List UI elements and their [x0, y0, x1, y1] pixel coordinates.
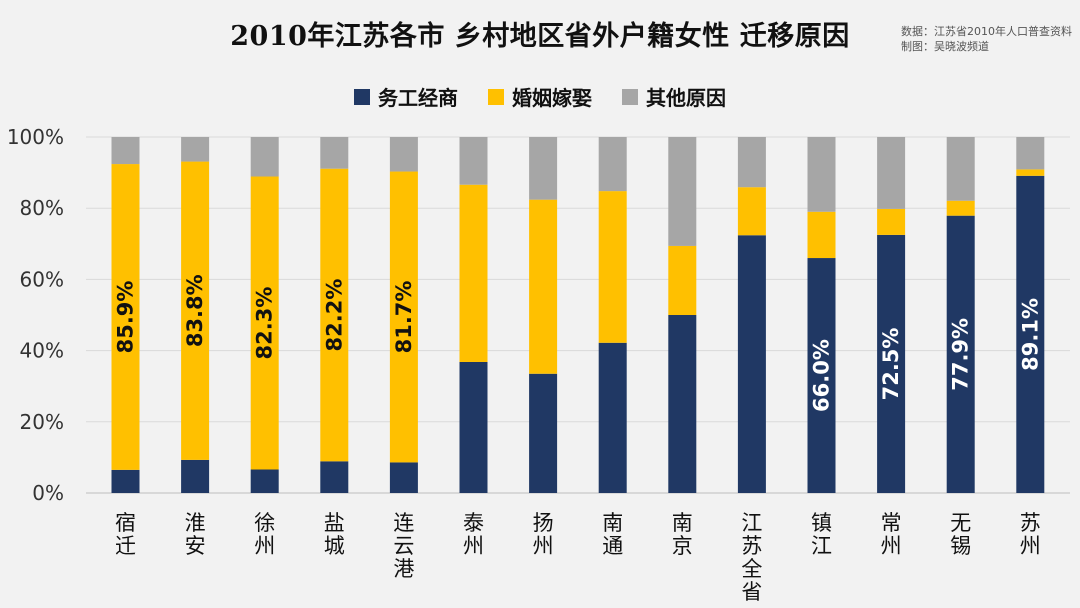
legend-swatch-marriage: [488, 88, 504, 105]
bar-segment: [946, 215, 975, 493]
bar-segment: [946, 200, 975, 216]
x-tick-label: 泰州: [463, 511, 484, 558]
bar-segment: [459, 184, 488, 362]
x-tick-label: 江苏全省: [741, 511, 762, 604]
x-tick-label: 镇江: [811, 511, 832, 558]
bar-segment: [111, 469, 140, 493]
bar-segment: [877, 234, 906, 493]
bar-segment: [668, 137, 697, 246]
bar-segment: [737, 137, 766, 188]
y-tick-label: 40%: [20, 339, 64, 363]
data-label: 83.8%: [183, 274, 207, 347]
bar-segment: [529, 137, 558, 200]
bar-segment: [877, 137, 906, 209]
bar-segment: [320, 461, 349, 493]
x-tick-label: 无锡: [950, 511, 971, 558]
data-label: 82.3%: [253, 287, 277, 360]
bar-segment: [877, 208, 906, 235]
x-tick-label: 南京: [672, 511, 693, 558]
bar-segment: [389, 171, 418, 463]
x-tick-label: 徐州: [254, 511, 275, 558]
bar-segment: [668, 315, 697, 493]
legend-label-other: 其他原因: [646, 86, 726, 110]
bar-segment: [598, 137, 627, 192]
bar-segment: [946, 137, 975, 201]
x-tick-label: 南通: [602, 511, 623, 558]
bar-segment: [529, 199, 558, 374]
bar-segment: [389, 137, 418, 172]
data-label: 66.0%: [810, 339, 834, 412]
bar-segment: [111, 164, 140, 470]
data-label: 77.9%: [949, 318, 973, 391]
bar-segment: [250, 176, 279, 470]
x-tick-label: 宿迁: [115, 511, 136, 558]
y-tick-label: 100%: [7, 125, 64, 149]
data-label: 85.9%: [114, 281, 138, 354]
legend-label-work: 务工经商: [378, 86, 458, 110]
bar-segment: [1016, 137, 1045, 170]
bar-segment: [598, 191, 627, 343]
bar-segment: [320, 168, 349, 462]
y-tick-label: 60%: [20, 267, 64, 291]
data-label: 82.2%: [322, 279, 346, 352]
bar-segment: [111, 137, 140, 165]
data-label: 72.5%: [879, 328, 903, 401]
legend: 务工经商 婚姻嫁娶 其他原因: [0, 82, 1080, 111]
legend-item-marriage: 婚姻嫁娶: [488, 82, 592, 111]
x-tick-label: 盐城: [324, 511, 345, 558]
x-tick-label: 苏州: [1020, 511, 1041, 558]
legend-swatch-work: [354, 88, 370, 105]
bar-segment: [181, 161, 210, 460]
y-tick-label: 80%: [20, 196, 64, 220]
bar-segment: [250, 137, 279, 177]
y-tick-label: 0%: [32, 481, 64, 505]
bar-segment: [668, 245, 697, 315]
data-label: 89.1%: [1018, 298, 1042, 371]
bar-segment: [737, 235, 766, 494]
bar-segment: [737, 187, 766, 236]
bar-segment: [459, 137, 488, 185]
source-line-credit: 制图：吴晓波频道: [901, 40, 989, 53]
bar-segment: [1016, 175, 1045, 493]
y-tick-label: 20%: [20, 410, 64, 434]
bar-segment: [598, 342, 627, 493]
bar-segment: [807, 211, 836, 259]
bar-segment: [320, 137, 349, 169]
x-tick-label: 扬州: [533, 511, 554, 558]
bar-segment: [807, 137, 836, 212]
bar-segment: [529, 373, 558, 493]
x-tick-label: 连云港: [393, 511, 414, 581]
source-line-data: 数据：江苏省2010年人口普查资料: [901, 25, 1072, 38]
bar-segment: [459, 361, 488, 493]
bar-segment: [250, 469, 279, 493]
legend-swatch-other: [622, 88, 638, 105]
bar-segment: [181, 459, 210, 493]
x-tick-label: 常州: [881, 511, 902, 558]
legend-item-other: 其他原因: [622, 82, 726, 111]
bar-segment: [389, 462, 418, 493]
bar-segment: [807, 258, 836, 493]
source-note: 数据：江苏省2010年人口普查资料 制图：吴晓波频道: [901, 24, 1072, 54]
chart-title: 2010年江苏各市 乡村地区省外户籍女性 迁移原因: [230, 21, 850, 52]
bar-segment: [1016, 169, 1045, 176]
bar-segment: [181, 137, 210, 162]
legend-item-work: 务工经商: [354, 82, 458, 111]
legend-label-marriage: 婚姻嫁娶: [512, 86, 592, 110]
data-label: 81.7%: [392, 281, 416, 354]
x-tick-label: 淮安: [185, 511, 206, 558]
